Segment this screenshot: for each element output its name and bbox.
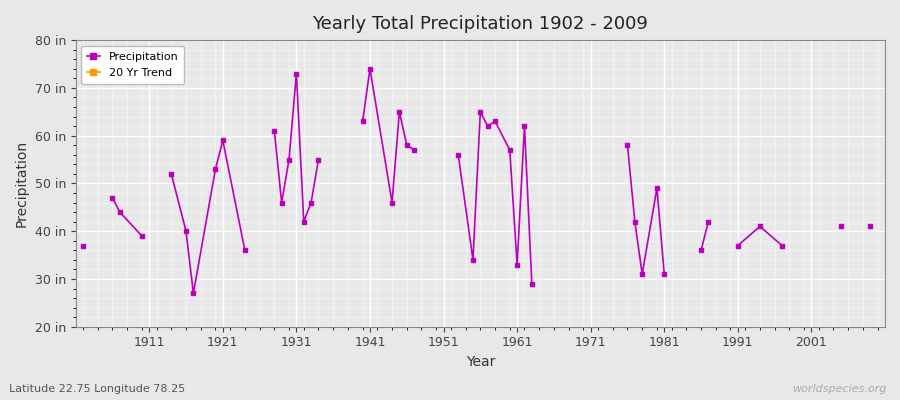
Text: worldspecies.org: worldspecies.org [792, 384, 886, 394]
Title: Yearly Total Precipitation 1902 - 2009: Yearly Total Precipitation 1902 - 2009 [312, 15, 648, 33]
X-axis label: Year: Year [465, 355, 495, 369]
Y-axis label: Precipitation: Precipitation [15, 140, 29, 227]
Text: Latitude 22.75 Longitude 78.25: Latitude 22.75 Longitude 78.25 [9, 384, 185, 394]
Legend: Precipitation, 20 Yr Trend: Precipitation, 20 Yr Trend [81, 46, 184, 84]
